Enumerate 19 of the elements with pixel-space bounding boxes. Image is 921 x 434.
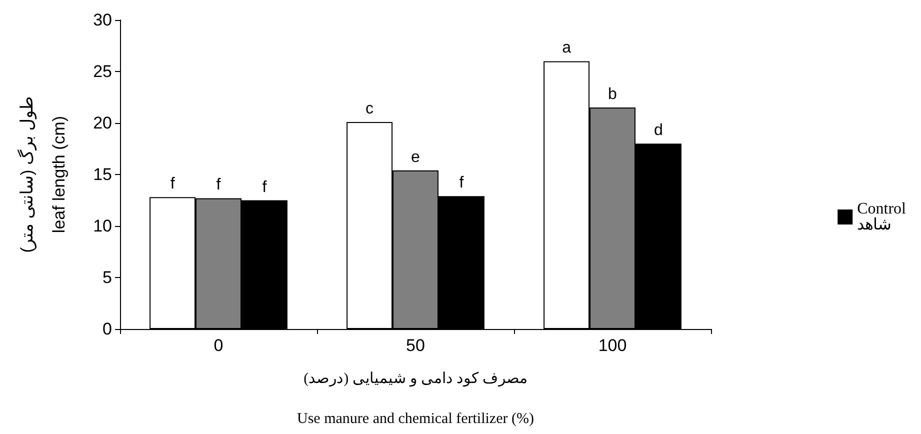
x-tick-label: 50 [406,336,425,355]
data-label: a [562,40,572,57]
data-label: b [608,86,618,104]
y-tick-label: 20 [93,114,112,132]
data-label: d [654,122,663,140]
y-tick-label: 10 [93,216,112,236]
y-tick-label: 5 [102,268,112,287]
y-tick-label: 30 [93,10,112,30]
y-tick-label: 15 [93,165,112,184]
data-label: f [170,176,176,193]
x-tick-label: 100 [598,336,627,355]
data-label: e [411,148,420,166]
y-tick-label: 0 [102,320,112,338]
data-label: f [262,178,268,196]
data-label: f [459,174,464,192]
data-label: f [216,176,222,194]
x-tick-label: 0 [214,336,224,355]
data-label: c [366,100,374,118]
y-tick-label: 25 [93,62,112,81]
